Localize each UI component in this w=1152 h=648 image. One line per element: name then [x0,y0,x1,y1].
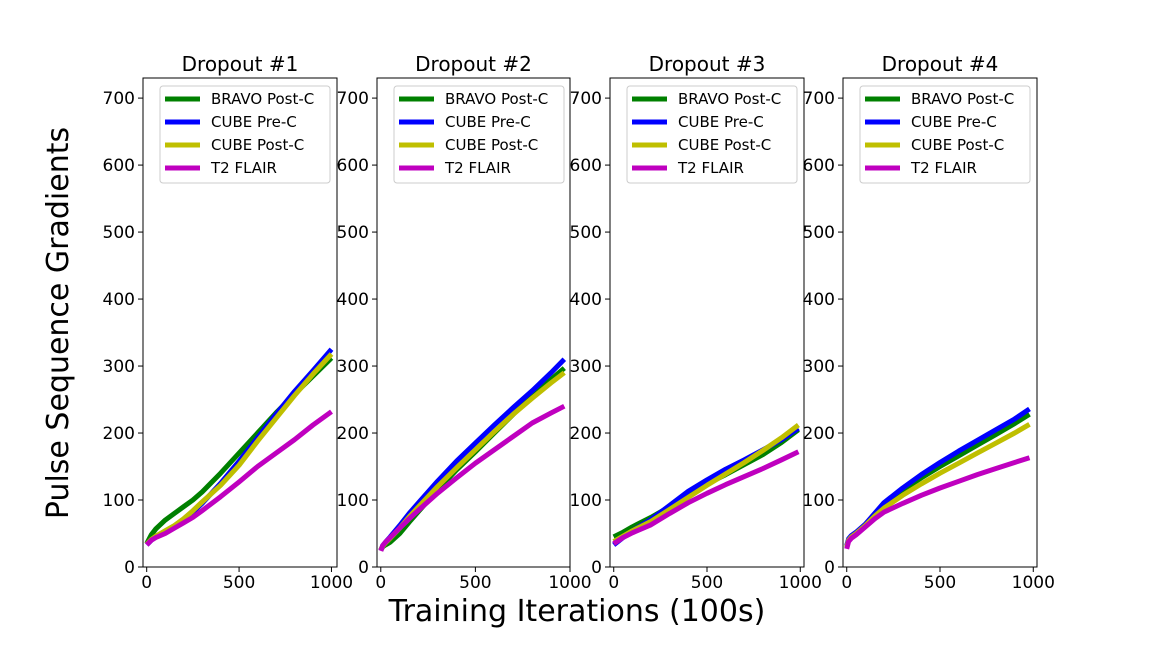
y-tick-label: 700 [570,89,602,109]
legend-label: CUBE Pre-C [911,113,997,131]
legend: BRAVO Post-C CUBE Pre-C CUBE Post-C T2 FLAI… [626,85,798,184]
axes-frame [142,77,338,568]
x-tick-label: 0 [141,573,152,593]
axes-frame [376,77,571,568]
legend-label: CUBE Pre-C [211,113,297,131]
legend-label: T2 FLAIR [910,159,977,177]
panel-title: Dropout #2 [415,52,532,76]
y-tick-label: 0 [124,558,135,578]
x-tick-label: 500 [924,573,956,593]
y-tick-label: 500 [337,223,369,243]
y-tick-label: 500 [570,223,602,243]
series-line-cube-post-c [844,422,1031,548]
y-tick-label: 300 [337,357,369,377]
legend: BRAVO Post-C CUBE Pre-C CUBE Post-C T2 FLAI… [159,85,331,184]
legend-label: CUBE Post-C [445,136,538,154]
legend-label: BRAVO Post-C [445,90,548,108]
legend: BRAVO Post-C CUBE Pre-C CUBE Post-C T2 FLAI… [393,85,565,184]
y-tick-label: 700 [103,89,135,109]
x-tick-label: 500 [459,573,491,593]
legend-box [159,85,331,184]
y-tick-label: 700 [803,89,835,109]
legend-label: CUBE Post-C [211,136,304,154]
y-tick-label: 400 [570,290,602,310]
y-tick-label: 600 [337,156,369,176]
y-tick-label: 600 [103,156,135,176]
y-tick-label: 300 [103,357,135,377]
y-tick-label: 200 [570,424,602,444]
y-tick-label: 500 [803,223,835,243]
y-tick-label: 200 [103,424,135,444]
panel-title: Dropout #1 [182,52,299,76]
legend-label: CUBE Post-C [911,136,1004,154]
legend-label: BRAVO Post-C [911,90,1014,108]
y-tick-label: 200 [337,424,369,444]
chart-panel-4: Dropout #4 0 100 200 300 400 500 600 700 0 500 1000… [803,52,1055,593]
x-tick-label: 1000 [779,573,822,593]
y-tick-label: 400 [103,290,135,310]
y-tick-label: 0 [358,558,369,578]
chart-panel-2: Dropout #2 0 100 200 300 400 500 600 700 0 500 1000… [337,52,592,593]
y-tick-label: 0 [591,558,602,578]
series-line-t2-flair [844,455,1031,550]
series-line-t2-flair [612,449,800,546]
y-axis-title: Pulse Sequence Gradients [41,127,76,519]
series-line-cube-post-c [612,423,800,544]
y-tick-label: 100 [803,491,835,511]
series-line-t2-flair [378,403,566,552]
x-tick-label: 500 [223,573,255,593]
y-tick-label: 100 [570,491,602,511]
legend-label: CUBE Pre-C [678,113,764,131]
legend-label: T2 FLAIR [677,159,744,177]
series-line-bravo-post-c [844,412,1031,548]
x-tick-label: 1000 [310,573,353,593]
legend-label: CUBE Pre-C [445,113,531,131]
chart-panel-3: Dropout #3 0 100 200 300 400 500 600 700 0 500 1000… [570,52,822,593]
y-tick-label: 500 [103,223,135,243]
x-tick-label: 0 [375,573,386,593]
y-tick-label: 400 [337,290,369,310]
legend: BRAVO Post-C CUBE Pre-C CUBE Post-C T2 FLAI… [859,85,1031,184]
y-tick-label: 300 [570,357,602,377]
legend-box [626,85,798,184]
x-axis-title: Training Iterations (100s) [388,594,766,629]
y-tick-label: 600 [570,156,602,176]
x-tick-label: 1000 [1012,573,1055,593]
legend-label: CUBE Post-C [678,136,771,154]
x-tick-label: 500 [691,573,723,593]
legend-label: BRAVO Post-C [678,90,781,108]
y-tick-label: 200 [803,424,835,444]
y-tick-label: 700 [337,89,369,109]
x-tick-label: 0 [608,573,619,593]
y-tick-label: 100 [337,491,369,511]
panel-title: Dropout #3 [649,52,766,76]
legend-label: T2 FLAIR [444,159,511,177]
y-tick-label: 600 [803,156,835,176]
y-tick-label: 100 [103,491,135,511]
x-tick-label: 1000 [548,573,591,593]
legend-box [859,85,1031,184]
panel-title: Dropout #4 [882,52,999,76]
chart-panel-1: Dropout #1 0 100 200 300 400 500 600 700 0 500 1000… [103,52,354,593]
x-tick-label: 0 [841,573,852,593]
legend-box [393,85,565,184]
legend-label: BRAVO Post-C [211,90,314,108]
series-line-t2-flair [144,409,333,547]
y-tick-label: 0 [824,558,835,578]
legend-label: T2 FLAIR [210,159,277,177]
y-tick-label: 300 [803,357,835,377]
y-tick-label: 400 [803,290,835,310]
